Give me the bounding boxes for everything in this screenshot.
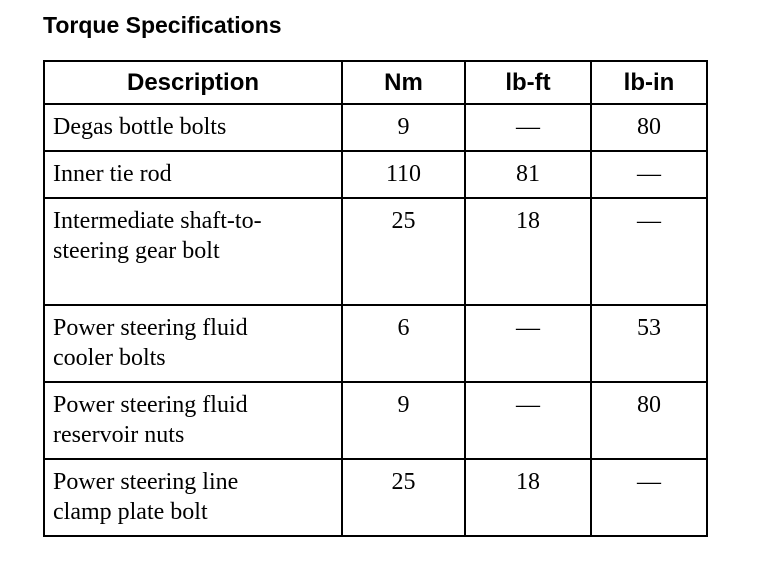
table-row: Degas bottle bolts 9—80: [43, 103, 708, 152]
table-row: Inner tie rod 110 81—: [43, 150, 708, 199]
header-lbft: lb-ft: [464, 60, 592, 105]
nm-cell: 110: [341, 150, 466, 199]
table-row: Power steering fluid cooler bolts 6—53: [43, 304, 708, 383]
nm-cell: 25: [341, 197, 466, 306]
description-cell: Power steering fluid cooler bolts: [43, 304, 343, 383]
description-text: Power steering fluid cooler bolts: [53, 315, 248, 371]
lbin-cell: —: [590, 197, 708, 306]
lbft-cell: —: [464, 304, 592, 383]
description-cell: Power steering line clamp plate bolt: [43, 458, 343, 537]
nm-cell: 6: [341, 304, 466, 383]
nm-cell: 25: [341, 458, 466, 537]
torque-table: Description Nm lb-ft lb-in Degas bottle …: [43, 60, 708, 537]
table-row: Power steering line clamp plate bolt 25 18…: [43, 458, 708, 537]
description-cell: Degas bottle bolts: [43, 103, 343, 152]
lbin-cell: 80: [590, 381, 708, 460]
page-title: Torque Specifications: [43, 12, 282, 38]
lbin-cell: 53: [590, 304, 708, 383]
table-row: Power steering fluid reservoir nuts 9—80: [43, 381, 708, 460]
lbft-cell: 81: [464, 150, 592, 199]
table-row: Intermediate shaft-to-steering gear bolt…: [43, 197, 708, 306]
lbin-cell: —: [590, 458, 708, 537]
lbft-cell: —: [464, 381, 592, 460]
nm-cell: 9: [341, 103, 466, 152]
header-lbin: lb-in: [590, 60, 708, 105]
lbin-cell: 80: [590, 103, 708, 152]
lbft-cell: 18: [464, 197, 592, 306]
lbin-cell: —: [590, 150, 708, 199]
lbft-cell: —: [464, 103, 592, 152]
description-cell: Power steering fluid reservoir nuts: [43, 381, 343, 460]
description-text: Power steering fluid reservoir nuts: [53, 392, 248, 448]
description-text: Intermediate shaft-to-steering gear bolt: [53, 208, 262, 264]
header-description: Description: [43, 60, 343, 105]
nm-cell: 9: [341, 381, 466, 460]
table-header-row: Description Nm lb-ft lb-in: [43, 60, 708, 105]
description-cell: Intermediate shaft-to-steering gear bolt: [43, 197, 343, 306]
lbft-cell: 18: [464, 458, 592, 537]
description-cell: Inner tie rod: [43, 150, 343, 199]
header-nm: Nm: [341, 60, 466, 105]
description-text: Power steering line clamp plate bolt: [53, 469, 239, 525]
